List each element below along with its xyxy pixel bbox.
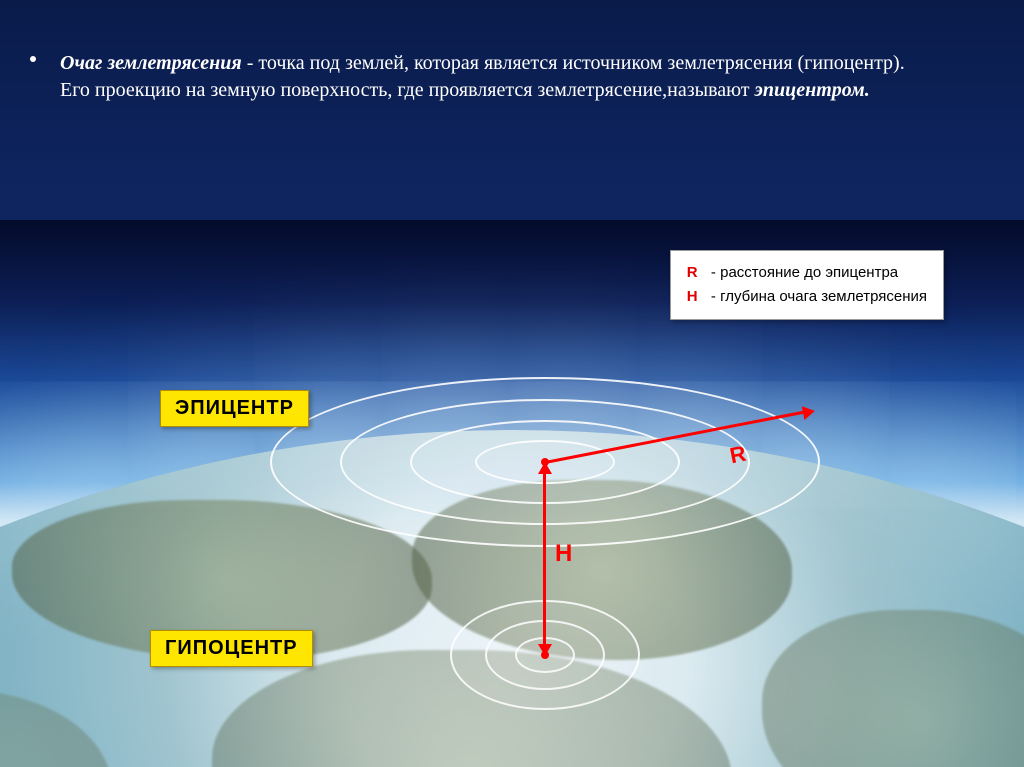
hypocenter-tag-text: ГИПОЦЕНТР (165, 637, 298, 659)
definition-text: Очаг землетрясения - точка под землей, к… (60, 50, 910, 104)
h-arrow-line (543, 468, 546, 648)
term-ochag: Очаг землетрясения (60, 52, 242, 74)
legend-h-text: - глубина очага землетрясения (707, 288, 927, 305)
term-epicenter: эпицентром. (755, 79, 870, 101)
epicenter-tag: ЭПИЦЕНТР (160, 390, 309, 427)
legend-h-symbol: H (687, 285, 707, 309)
landmass (762, 610, 1024, 767)
legend-r-symbol: R (687, 261, 707, 285)
landmass (0, 690, 112, 767)
slide: Очаг землетрясения - точка под землей, к… (0, 0, 1024, 767)
h-arrow-head-down (538, 644, 552, 656)
bullet-icon (30, 56, 36, 62)
r-arrow-head (802, 404, 816, 420)
legend-row-h: H - глубина очага землетрясения (687, 285, 927, 309)
epicenter-tag-text: ЭПИЦЕНТР (175, 397, 294, 419)
legend-box: R - расстояние до эпицентра H - глубина … (670, 250, 944, 320)
diagram: R - расстояние до эпицентра H - глубина … (0, 220, 1024, 767)
legend-row-r: R - расстояние до эпицентра (687, 261, 927, 285)
h-label: H (555, 540, 572, 568)
hypocenter-tag: ГИПОЦЕНТР (150, 630, 313, 667)
legend-r-text: - расстояние до эпицентра (707, 264, 898, 281)
